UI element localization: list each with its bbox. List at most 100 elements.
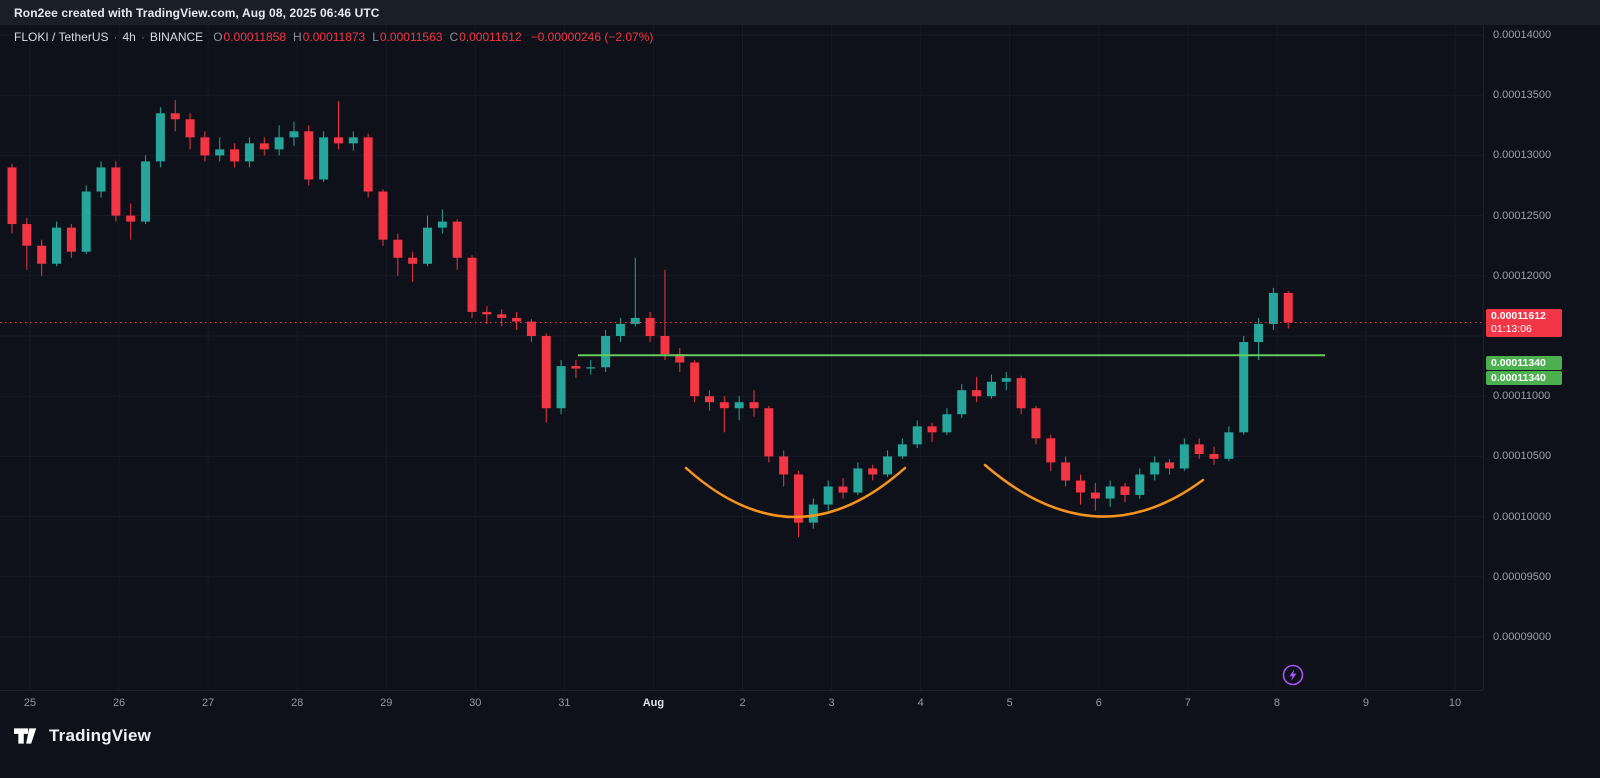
candle-body xyxy=(571,366,581,369)
time-axis-label: 8 xyxy=(1273,697,1280,709)
candle-body xyxy=(808,504,818,523)
time-axis-label: 27 xyxy=(202,697,215,709)
time-axis-label: 9 xyxy=(1362,697,1369,709)
candle-body xyxy=(1150,462,1160,475)
high-value: 0.00011873 xyxy=(302,30,366,44)
candle-body xyxy=(1254,323,1264,343)
candle-body xyxy=(1090,492,1100,499)
candle-body xyxy=(200,137,210,156)
price-axis-label: 0.00010000 xyxy=(1493,510,1552,523)
candle-body xyxy=(141,161,151,222)
exchange-label[interactable]: BINANCE xyxy=(149,30,204,44)
candle-body xyxy=(1239,342,1249,433)
time-axis-label: 31 xyxy=(558,697,571,709)
candle-body xyxy=(897,444,907,457)
level-price-value: 0.00011340 xyxy=(1491,372,1546,385)
candle-body xyxy=(467,257,477,312)
price-axis-label: 0.00010500 xyxy=(1493,450,1552,463)
price-axis-label: 0.00012500 xyxy=(1493,209,1552,222)
tradingview-logo[interactable]: TradingView xyxy=(14,725,151,747)
candle-body xyxy=(1209,453,1219,459)
candle-body xyxy=(1194,444,1204,454)
time-axis-label: 30 xyxy=(469,697,482,709)
symbol-title[interactable]: FLOKI / TetherUS xyxy=(14,30,109,44)
candle-body xyxy=(1001,378,1011,382)
footer-bar: TradingView xyxy=(0,714,1600,778)
candle-body xyxy=(690,362,700,397)
candle-body xyxy=(512,317,522,322)
price-axis-label: 0.00014000 xyxy=(1493,29,1552,41)
candle-body xyxy=(319,137,329,180)
interval-label[interactable]: 4h xyxy=(122,30,136,44)
candle-body xyxy=(1031,408,1041,439)
candle-body xyxy=(155,113,165,162)
candle-body xyxy=(378,191,388,240)
candle-body xyxy=(497,314,507,318)
price-axis-label: 0.00009500 xyxy=(1493,570,1552,583)
time-axis-label: 5 xyxy=(1006,697,1013,709)
low-label: L xyxy=(372,30,379,44)
candle-body xyxy=(274,137,284,150)
candle-body xyxy=(1268,292,1278,324)
tradingview-glyph xyxy=(14,728,37,744)
candle-body xyxy=(363,137,373,192)
close-label: C xyxy=(449,30,459,44)
candle-body xyxy=(1224,432,1234,459)
candle-body xyxy=(1165,462,1175,469)
candle-body xyxy=(259,143,269,150)
time-axis-label: 3 xyxy=(828,697,835,709)
candle-body xyxy=(1135,474,1145,495)
arc-annotation[interactable] xyxy=(684,466,907,519)
candle-body xyxy=(586,367,596,369)
candle-body xyxy=(972,390,982,397)
candle-body xyxy=(185,119,195,138)
candle-body xyxy=(230,149,240,162)
last-price-badge: 0.00011612 01:13:06 xyxy=(1486,308,1562,337)
time-axis-label: 4 xyxy=(917,697,924,709)
price-axis-label: 0.00013000 xyxy=(1493,149,1552,162)
arc-annotation[interactable] xyxy=(983,463,1205,518)
candle-body xyxy=(393,239,403,258)
candle-body xyxy=(244,143,254,162)
legend-separator: · xyxy=(140,30,145,44)
candle-body xyxy=(81,191,91,252)
candle-body xyxy=(96,167,106,192)
candle-body xyxy=(1046,438,1056,463)
candle-body xyxy=(215,149,225,156)
flash-icon[interactable] xyxy=(1281,663,1305,687)
low-value: 0.00011563 xyxy=(379,30,443,44)
price-axis-label: 0.00012000 xyxy=(1493,269,1552,282)
time-axis-label: 6 xyxy=(1095,697,1102,709)
candle-body xyxy=(348,137,358,144)
time-axis-label: 7 xyxy=(1184,697,1191,709)
candle-body xyxy=(630,317,640,324)
candle-body xyxy=(1179,444,1189,469)
open-value: 0.00011858 xyxy=(223,30,287,44)
candle-body xyxy=(615,323,625,336)
candle-body xyxy=(645,317,655,336)
time-axis-label: 25 xyxy=(23,697,37,709)
candle-body xyxy=(1105,486,1115,499)
high-label: H xyxy=(293,30,302,44)
level-price-value: 0.00011340 xyxy=(1491,357,1546,370)
candle-body xyxy=(304,131,314,180)
close-value: 0.00011612 xyxy=(459,30,522,44)
level-price-badge: 0.00011340 xyxy=(1486,356,1562,371)
legend-separator: · xyxy=(113,30,118,44)
candle-body xyxy=(37,245,47,264)
candle-body xyxy=(883,456,893,475)
price-axis[interactable]: 0.00014000 0.00013500 0.00013000 0.00012500… xyxy=(1483,25,1600,690)
candle-body xyxy=(868,468,878,475)
candle-body xyxy=(408,257,418,264)
candle-body xyxy=(957,390,967,415)
candle-body xyxy=(1283,292,1293,323)
candle-body xyxy=(126,215,136,222)
time-axis[interactable]: 25 26 27 28 29 30 31 Aug 2 3 4 5 6 7 8 9 10 xyxy=(0,690,1483,714)
attribution-text: Ron2ee created with TradingView.com, Aug… xyxy=(14,5,380,20)
candle-body xyxy=(423,227,433,264)
candle-body xyxy=(601,336,611,368)
open-label: O xyxy=(213,30,223,44)
time-axis-label: 29 xyxy=(380,697,393,709)
price-axis-label: 0.00013500 xyxy=(1493,89,1552,102)
